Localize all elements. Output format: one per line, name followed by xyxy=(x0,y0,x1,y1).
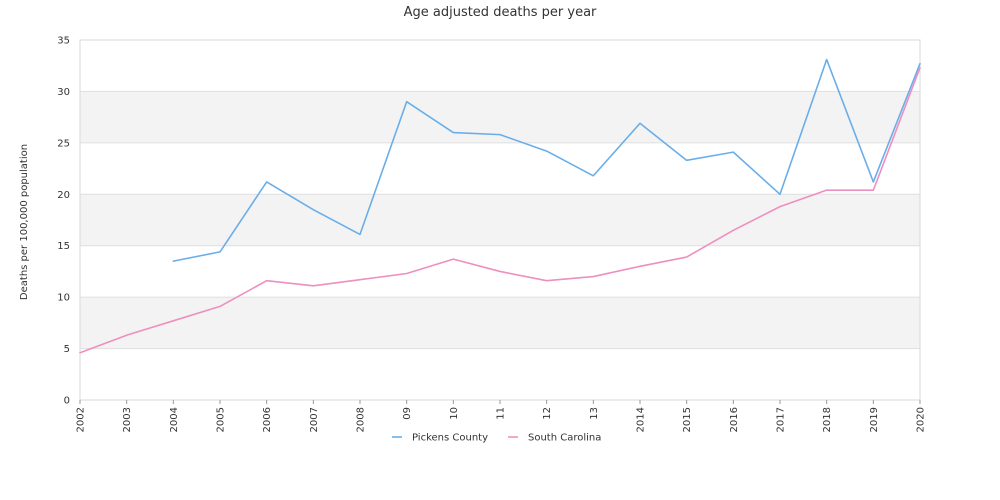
x-tick-label: 2014 xyxy=(636,407,647,432)
x-tick-label: 2004 xyxy=(169,407,180,432)
x-tick-label: 11 xyxy=(496,407,507,420)
y-tick-label: 25 xyxy=(57,138,70,149)
y-tick-label: 35 xyxy=(57,36,70,47)
x-tick-label: 2015 xyxy=(682,407,693,432)
legend-label: Pickens County xyxy=(412,433,488,444)
y-tick-label: 30 xyxy=(57,87,70,98)
x-tick-label: 2003 xyxy=(122,407,133,432)
x-tick-label: 2008 xyxy=(356,407,367,432)
y-tick-label: 20 xyxy=(57,190,70,201)
x-tick-label: 2005 xyxy=(216,407,227,432)
y-tick-label: 10 xyxy=(57,293,70,304)
x-tick-label: 2019 xyxy=(869,407,880,432)
legend-item[interactable]: South Carolina xyxy=(508,433,601,444)
series-line-pickens-county xyxy=(172,58,921,262)
x-tick-label: 13 xyxy=(589,407,600,420)
y-axis-title: Deaths per 100,000 population xyxy=(19,144,30,300)
x-tick-label: 2006 xyxy=(262,407,273,432)
x-tick-label: 09 xyxy=(402,407,413,420)
background-band xyxy=(80,297,920,349)
x-tick-label: 2016 xyxy=(729,407,740,432)
y-axis: 0 5 10 15 20 25 30 35 xyxy=(57,36,70,407)
legend: Pickens County South Carolina xyxy=(392,433,601,444)
x-tick-label: 10 xyxy=(449,407,460,420)
x-tick-label: 12 xyxy=(542,407,553,420)
x-axis: 2002 2003 2004 2005 2006 2007 2008 09 10 11 12 13 20… xyxy=(76,400,927,432)
background-band xyxy=(80,194,920,246)
x-tick-label: 2020 xyxy=(916,407,927,432)
x-tick-label: 2002 xyxy=(76,407,87,432)
legend-item[interactable]: Pickens County xyxy=(392,433,488,444)
series-layer xyxy=(79,58,921,354)
y-tick-label: 5 xyxy=(64,344,70,355)
x-tick-label: 2018 xyxy=(822,407,833,432)
series-line-south-carolina xyxy=(79,66,921,354)
y-tick-label: 0 xyxy=(64,396,70,407)
y-tick-label: 15 xyxy=(57,241,70,252)
x-tick-label: 2007 xyxy=(309,407,320,432)
legend-label: South Carolina xyxy=(528,433,601,444)
x-tick-label: 2017 xyxy=(776,407,787,432)
background-bands xyxy=(80,91,920,349)
chart-title: Age adjusted deaths per year xyxy=(404,5,597,20)
